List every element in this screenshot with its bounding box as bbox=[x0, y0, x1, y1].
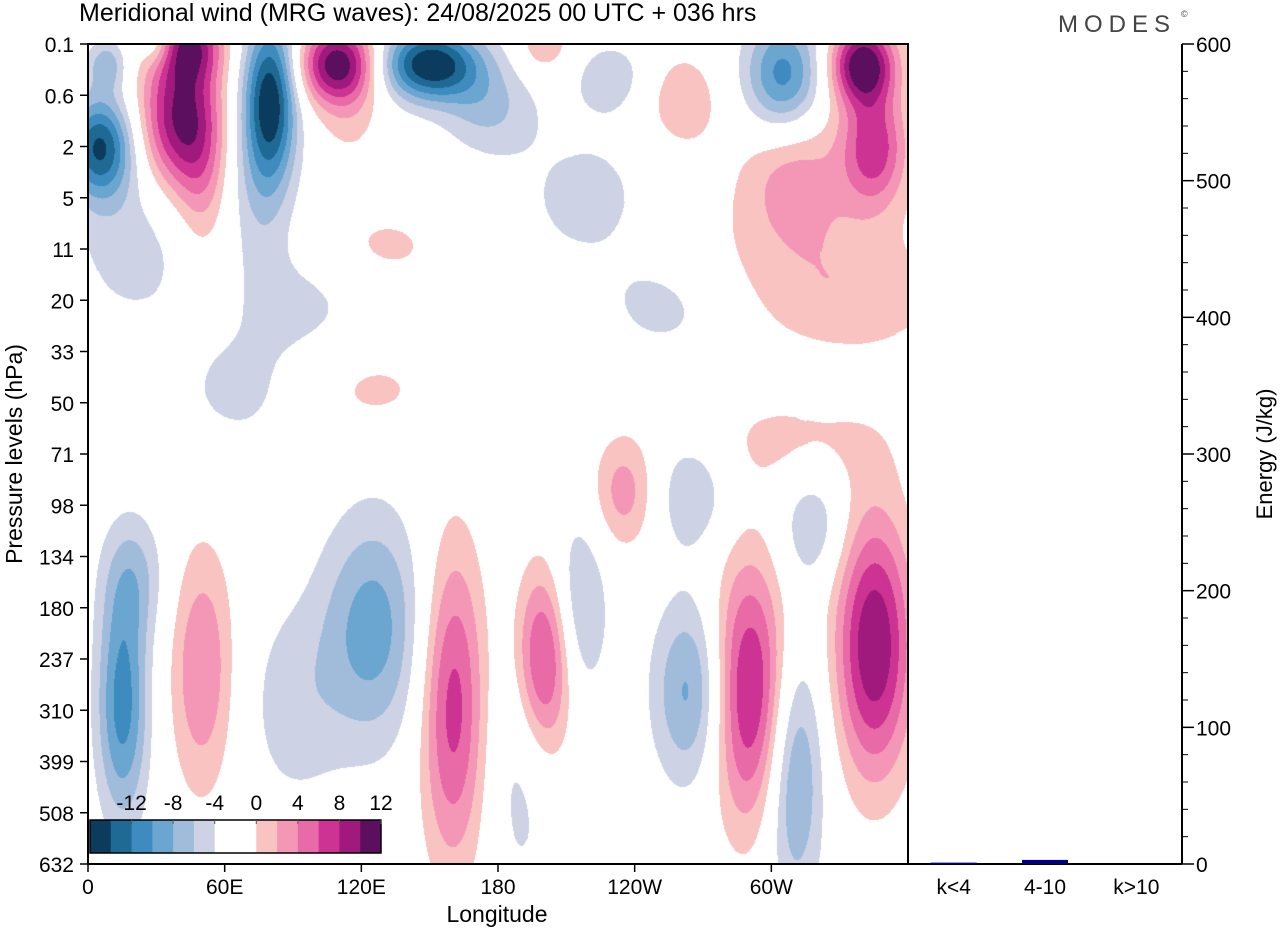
colorbar-label: 12 bbox=[369, 792, 392, 815]
y-axis-label: Pressure levels (hPa) bbox=[1, 344, 27, 564]
y-tick-label: 2 bbox=[62, 137, 74, 160]
colorbar: -12 -8 -4 0 4 8 12 bbox=[89, 792, 393, 854]
energy-bar-chart: 0 100 200 300 400 500 600 k<4 4-10 k>10 bbox=[908, 34, 1231, 899]
y-tick-label: 20 bbox=[51, 290, 74, 313]
y-tick-label: 180 bbox=[39, 598, 74, 621]
colorbar-label: -12 bbox=[116, 792, 146, 815]
y-tick-label: 237 bbox=[39, 649, 74, 672]
colorbar-swatch bbox=[256, 820, 278, 853]
colorbar-swatch bbox=[235, 820, 257, 853]
energy-category-label: 4-10 bbox=[1024, 876, 1066, 899]
energy-bar bbox=[930, 862, 977, 864]
y-tick-label: 50 bbox=[51, 393, 74, 416]
energy-tick-label: 300 bbox=[1196, 444, 1231, 467]
x-tick-label: 60E bbox=[206, 876, 243, 899]
y-tick-label: 134 bbox=[39, 547, 74, 570]
energy-tick-label: 0 bbox=[1196, 854, 1208, 877]
colorbar-label: 8 bbox=[334, 792, 346, 815]
x-tick-label: 120E bbox=[337, 876, 386, 899]
y-tick-label: 71 bbox=[51, 444, 74, 467]
brand-logo: MODES bbox=[1058, 11, 1176, 38]
y-tick-label: 399 bbox=[39, 752, 74, 775]
colorbar-label: -4 bbox=[205, 792, 224, 815]
colorbar-swatch bbox=[214, 820, 236, 853]
energy-category-label: k>10 bbox=[1113, 876, 1159, 899]
energy-tick-label: 600 bbox=[1196, 34, 1231, 57]
x-tick-label: 60W bbox=[750, 876, 793, 899]
y-tick-label: 310 bbox=[39, 700, 74, 723]
y-axis: 0.1 0.6 2 5 11 20 33 50 71 98 134 180 237 310 399 508 63… bbox=[39, 34, 88, 877]
y-tick-label: 0.6 bbox=[45, 85, 74, 108]
colorbar-swatch bbox=[152, 820, 174, 853]
colorbar-swatch bbox=[318, 820, 340, 853]
colorbar-label: 4 bbox=[292, 792, 304, 815]
colorbar-swatch bbox=[277, 820, 299, 853]
chart-title: Meridional wind (MRG waves): 24/08/2025 … bbox=[79, 0, 756, 27]
brand-mark: © bbox=[1181, 9, 1188, 19]
x-axis-label: Longitude bbox=[446, 901, 547, 927]
energy-tick-label: 100 bbox=[1196, 717, 1231, 740]
energy-tick-label: 400 bbox=[1196, 307, 1231, 330]
colorbar-swatch bbox=[173, 820, 195, 853]
x-tick-label: 120W bbox=[607, 876, 662, 899]
heatmap-field bbox=[88, 44, 908, 864]
colorbar-swatch bbox=[110, 820, 133, 853]
y-tick-label: 5 bbox=[62, 188, 74, 211]
colorbar-swatch bbox=[131, 820, 153, 853]
colorbar-swatch bbox=[360, 820, 382, 853]
colorbar-swatch bbox=[297, 820, 320, 853]
y-tick-label: 632 bbox=[39, 854, 74, 877]
colorbar-swatch bbox=[193, 820, 216, 853]
energy-axis-label: Energy (J/kg) bbox=[1252, 389, 1277, 520]
colorbar-swatch bbox=[339, 820, 361, 853]
colorbar-label: 0 bbox=[250, 792, 262, 815]
energy-bar bbox=[1022, 859, 1068, 864]
energy-category-label: k<4 bbox=[936, 876, 971, 899]
x-axis: 0 60E 120E 180 120W 60W bbox=[82, 864, 793, 899]
x-tick-label: 180 bbox=[480, 876, 515, 899]
colorbar-swatch bbox=[90, 820, 112, 853]
energy-tick-label: 200 bbox=[1196, 581, 1231, 604]
y-tick-label: 33 bbox=[51, 342, 74, 365]
y-tick-label: 508 bbox=[39, 803, 74, 826]
energy-tick-label: 500 bbox=[1196, 171, 1231, 194]
y-tick-label: 11 bbox=[52, 239, 74, 262]
colorbar-label: -8 bbox=[164, 792, 183, 815]
heatmap-image bbox=[88, 44, 908, 864]
y-tick-label: 98 bbox=[51, 495, 74, 518]
y-tick-label: 0.1 bbox=[45, 34, 74, 57]
colorbar-frame bbox=[89, 819, 382, 854]
x-tick-label: 0 bbox=[82, 876, 94, 899]
